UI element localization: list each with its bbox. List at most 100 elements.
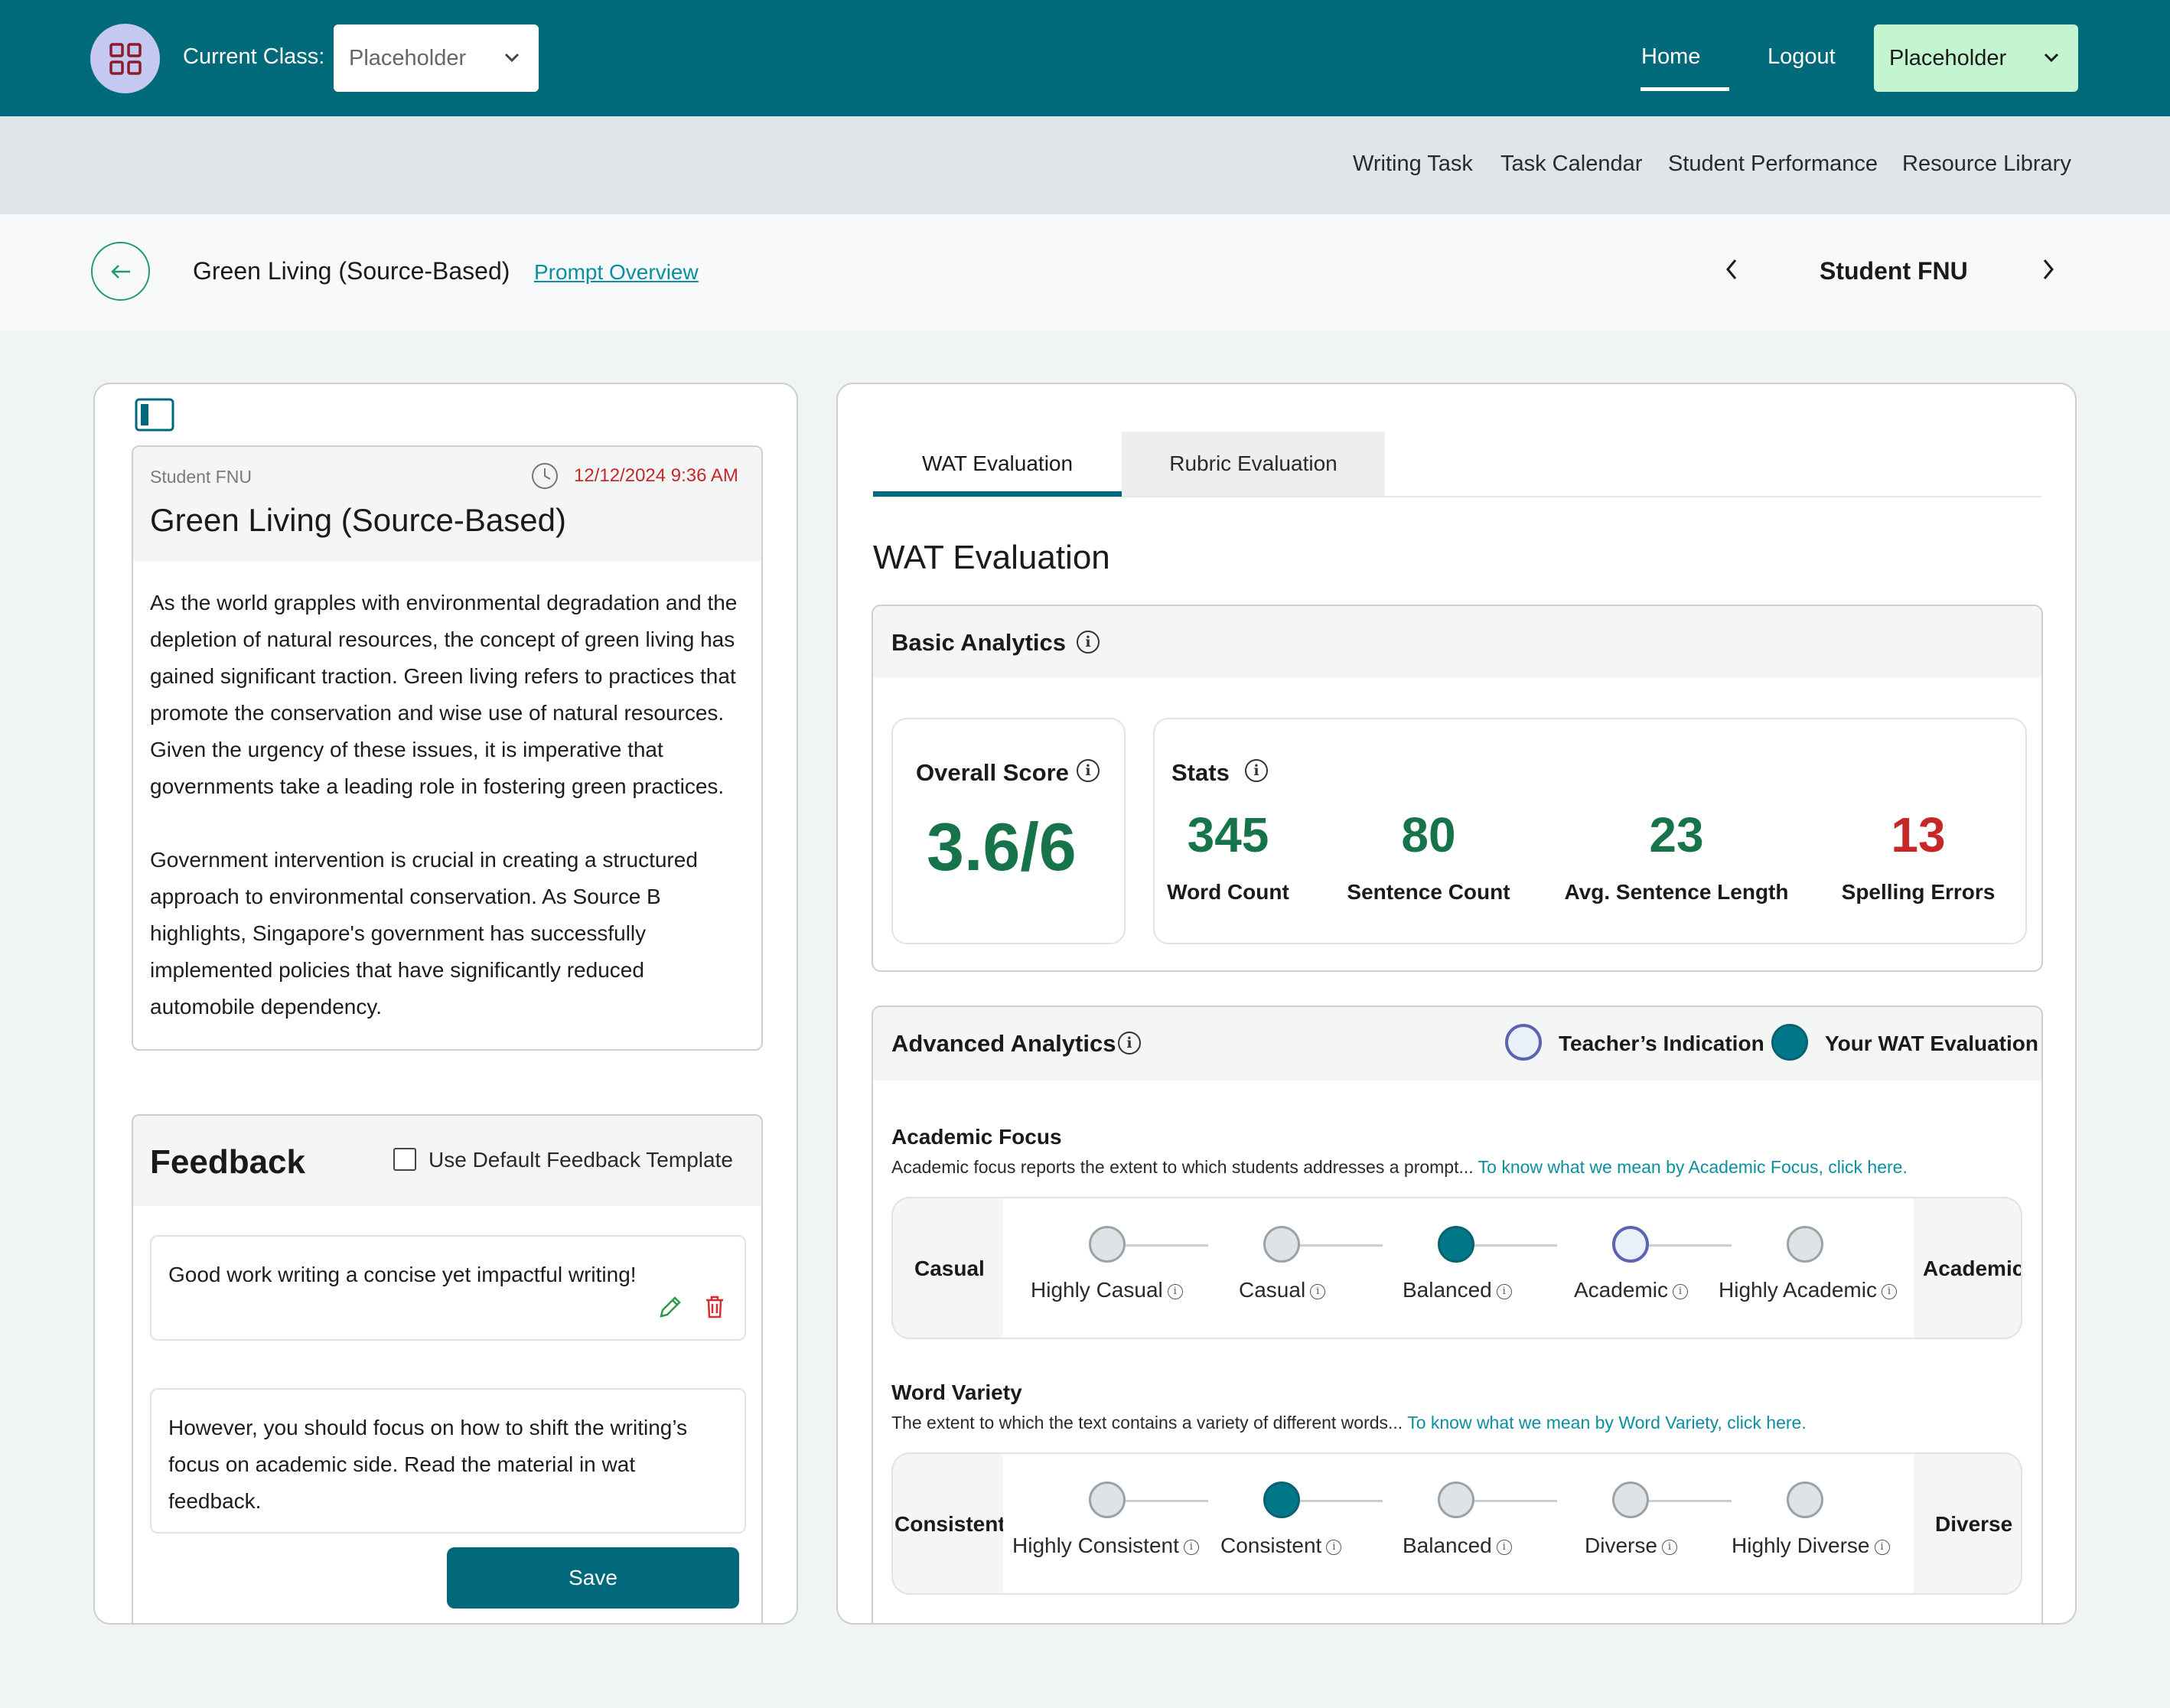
info-icon[interactable]: i [1874,1539,1890,1555]
info-icon[interactable]: i [1118,1032,1141,1054]
essay-student-name: Student FNU [150,467,252,487]
tab-wat-evaluation[interactable]: WAT Evaluation [921,451,1074,475]
essay-title: Green Living (Source-Based) [150,502,566,538]
essay-paragraph: Government intervention is crucial in cr… [150,848,698,1019]
pencil-edit-icon[interactable] [657,1293,684,1321]
breadcrumb-bar: Green Living (Source-Based) Prompt Overv… [0,214,2170,331]
class-select-value: Placeholder [349,45,467,70]
evaluation-panel: WAT Evaluation Rubric Evaluation WAT Eva… [836,383,2077,1625]
dimension-description-text: Academic focus reports the extent to whi… [891,1157,1474,1177]
page-title: Green Living (Source-Based) [193,257,510,285]
stat-label: Sentence Count [1347,880,1510,904]
advanced-analytics-header: Advanced Analytics i Teacher’s Indicatio… [873,1007,2041,1081]
subnav-task-calendar[interactable]: Task Calendar [1500,152,1643,176]
scale-level-text: Highly Consistent [1012,1534,1179,1557]
dimension-description: Academic focus reports the extent to whi… [891,1157,1908,1178]
sidebar-collapse-icon[interactable] [135,398,174,432]
dimension-title: Word Variety [891,1380,1022,1404]
stat-value: 345 [1187,807,1269,862]
scale-level-text: Academic [1574,1278,1668,1302]
prompt-overview-link[interactable]: Prompt Overview [534,260,699,284]
scale-level-label: Academic i [1574,1278,1688,1302]
nav-home-active-indicator [1641,87,1729,91]
stat-word-count: 345 Word Count [1113,807,1343,905]
tab-rubric-evaluation[interactable]: Rubric Evaluation [1122,432,1385,496]
scale-level-text: Consistent [1220,1534,1322,1557]
info-icon[interactable]: i [1496,1539,1512,1555]
scale-level-label: Highly Diverse i [1732,1534,1890,1558]
scale-connector [1282,1500,1383,1502]
scale-level-text: Balanced [1403,1278,1492,1302]
stat-spelling-errors: 13 Spelling Errors [1803,807,2033,905]
default-template-label[interactable]: Use Default Feedback Template [428,1148,733,1172]
stat-avg-sentence-length: 23 Avg. Sentence Length [1562,807,1791,905]
section-heading: WAT Evaluation [873,539,1110,576]
info-icon[interactable]: i [1245,759,1268,782]
active-tab-indicator [873,491,1122,497]
info-icon[interactable]: i [1672,1283,1688,1299]
essay-card: Student FNU 12/12/2024 9:36 AM Green Liv… [132,445,763,1051]
advanced-analytics-card: Advanced Analytics i Teacher’s Indicatio… [872,1006,2043,1623]
feedback-text: Good work writing a concise yet impactfu… [168,1263,637,1286]
scale-level-text: Casual [1239,1278,1306,1302]
stats-box: Stats i 345 Word Count 80 Sentence Count… [1153,718,2027,944]
scale-node-balanced [1438,1481,1474,1518]
previous-student-chevron-icon[interactable] [1720,256,1745,283]
scale-node-highly-casual [1089,1226,1126,1263]
next-student-chevron-icon[interactable] [2035,256,2060,283]
info-icon[interactable]: i [1077,631,1100,654]
clock-icon [532,463,558,489]
dimension-description: The extent to which the text contains a … [891,1413,1807,1433]
class-select[interactable]: Placeholder [334,24,539,92]
scale-node-highly-diverse [1787,1481,1823,1518]
trash-delete-icon[interactable] [701,1293,728,1321]
scale-connector [1631,1244,1732,1247]
scale-level-label: Highly Consistent i [1012,1534,1199,1558]
academic-focus-scale: Casual Highly Casual i Casual i Balanced i … [891,1197,2022,1339]
scale-node-casual [1263,1226,1300,1263]
subnav-student-performance[interactable]: Student Performance [1668,152,1878,176]
current-class-label: Current Class: [183,44,325,69]
scale-level-text: Highly Casual [1031,1278,1163,1302]
default-template-checkbox[interactable] [393,1148,416,1171]
scale-connector [1456,1500,1557,1502]
info-icon[interactable]: i [1881,1283,1897,1299]
info-icon[interactable]: i [1167,1283,1183,1299]
save-feedback-button[interactable]: Save [447,1547,739,1609]
dimension-learn-more-link[interactable]: To know what we mean by Word Variety, cl… [1407,1413,1807,1433]
feedback-title: Feedback [150,1143,305,1181]
back-button[interactable] [91,242,150,301]
stat-value: 80 [1401,807,1456,862]
submission-panel: Student FNU 12/12/2024 9:36 AM Green Liv… [93,383,798,1625]
chevron-down-icon [504,53,520,63]
info-icon[interactable]: i [1661,1539,1677,1555]
scale-level-label: Consistent i [1220,1534,1342,1558]
essay-header: Student FNU 12/12/2024 9:36 AM Green Liv… [133,447,761,562]
arrow-left-icon [110,264,130,279]
teacher-indication-legend-dot [1505,1024,1542,1061]
app-grid-logo-icon[interactable] [90,24,160,93]
scale-right-label: Diverse [1935,1512,2013,1536]
dimension-title: Academic Focus [891,1125,1062,1149]
info-icon[interactable]: i [1496,1283,1512,1299]
user-select[interactable]: Placeholder [1874,24,2078,92]
scale-connector [1631,1500,1732,1502]
subnav-writing-task[interactable]: Writing Task [1353,152,1473,176]
scale-level-text: Balanced [1403,1534,1492,1557]
stat-label: Avg. Sentence Length [1564,880,1789,904]
info-icon[interactable]: i [1326,1539,1342,1555]
nav-home-link[interactable]: Home [1641,44,1701,69]
feedback-item: Good work writing a concise yet impactfu… [150,1235,746,1341]
scale-level-label: Highly Casual i [1031,1278,1183,1302]
nav-logout-link[interactable]: Logout [1768,44,1836,69]
info-icon[interactable]: i [1183,1539,1199,1555]
feedback-text: However, you should focus on how to shif… [168,1416,688,1513]
scale-level-text: Highly Academic [1719,1278,1877,1302]
scale-level-text: Highly Diverse [1732,1534,1870,1557]
subnav-resource-library[interactable]: Resource Library [1902,152,2071,176]
info-icon[interactable]: i [1077,759,1100,782]
dimension-learn-more-link[interactable]: To know what we mean by Academic Focus, … [1478,1157,1908,1177]
stat-label: Spelling Errors [1841,880,1996,904]
top-bar: Current Class: Placeholder Home Logout P… [0,0,2170,116]
info-icon[interactable]: i [1310,1283,1326,1299]
